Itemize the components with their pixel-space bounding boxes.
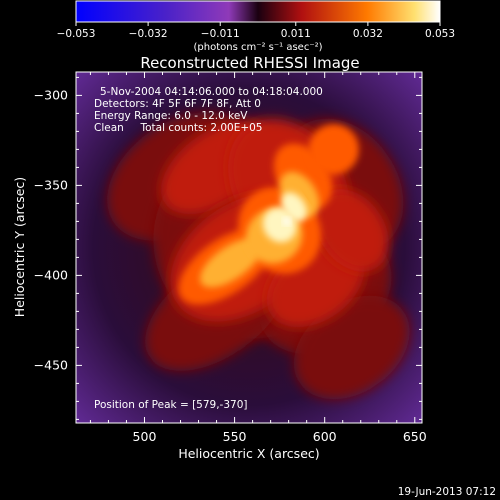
chart-title: Reconstructed RHESSI Image — [140, 54, 359, 72]
annotation-peak-position: Position of Peak = [579,-370] — [94, 399, 248, 411]
colorbar-tick-label: −0.053 — [57, 28, 96, 40]
colorbar-tick-label: 0.011 — [281, 28, 311, 40]
y-tick-label: −400 — [34, 267, 68, 282]
x-tick-label: 600 — [313, 429, 337, 444]
emission-blob — [314, 189, 389, 272]
colorbar-tick-label: −0.032 — [129, 28, 168, 40]
emission-map — [107, 112, 410, 400]
emission-blob — [308, 124, 359, 175]
y-axis-label: Heliocentric Y (arcsec) — [12, 177, 27, 317]
x-tick-label: 500 — [133, 429, 157, 444]
timestamp: 19-Jun-2013 07:12 — [398, 486, 496, 498]
colorbar — [75, 0, 441, 23]
colorbar-tick-label: 0.032 — [353, 28, 383, 40]
peak-marker — [282, 217, 291, 226]
image-plot-area — [76, 72, 422, 423]
x-tick-label: 550 — [223, 429, 247, 444]
colorbar-tick-label: 0.053 — [425, 28, 455, 40]
annotation-clean-counts: Clean Total counts: 2.00E+05 — [94, 122, 263, 134]
annotation-time-range: 5-Nov-2004 04:14:06.000 to 04:18:04.000 — [100, 86, 323, 98]
emission-blob — [200, 238, 262, 288]
colorbar-tick-label: −0.011 — [201, 28, 240, 40]
emission-blob — [293, 295, 410, 400]
y-axis-ticks: −300 −350 −400 −450 — [34, 76, 422, 420]
y-tick-label: −350 — [34, 177, 68, 192]
colorbar-ticks: −0.053 −0.032 −0.011 0.011 0.032 0.053 — [57, 22, 455, 40]
plot-frame — [75, 71, 423, 424]
y-tick-label: −450 — [34, 357, 68, 372]
x-axis-label: Heliocentric X (arcsec) — [178, 446, 319, 461]
annotation-detectors: Detectors: 4F 5F 6F 7F 8F, Att 0 — [94, 98, 261, 110]
x-tick-label: 650 — [403, 429, 427, 444]
colorbar-units-label: (photons cm⁻² s⁻¹ asec⁻²) — [193, 42, 322, 53]
x-axis-ticks: 500 550 600 650 — [89, 72, 427, 444]
emission-blob — [281, 192, 307, 222]
y-tick-label: −300 — [34, 87, 68, 102]
annotation-energy-range: Energy Range: 6.0 - 12.0 keV — [94, 110, 248, 122]
